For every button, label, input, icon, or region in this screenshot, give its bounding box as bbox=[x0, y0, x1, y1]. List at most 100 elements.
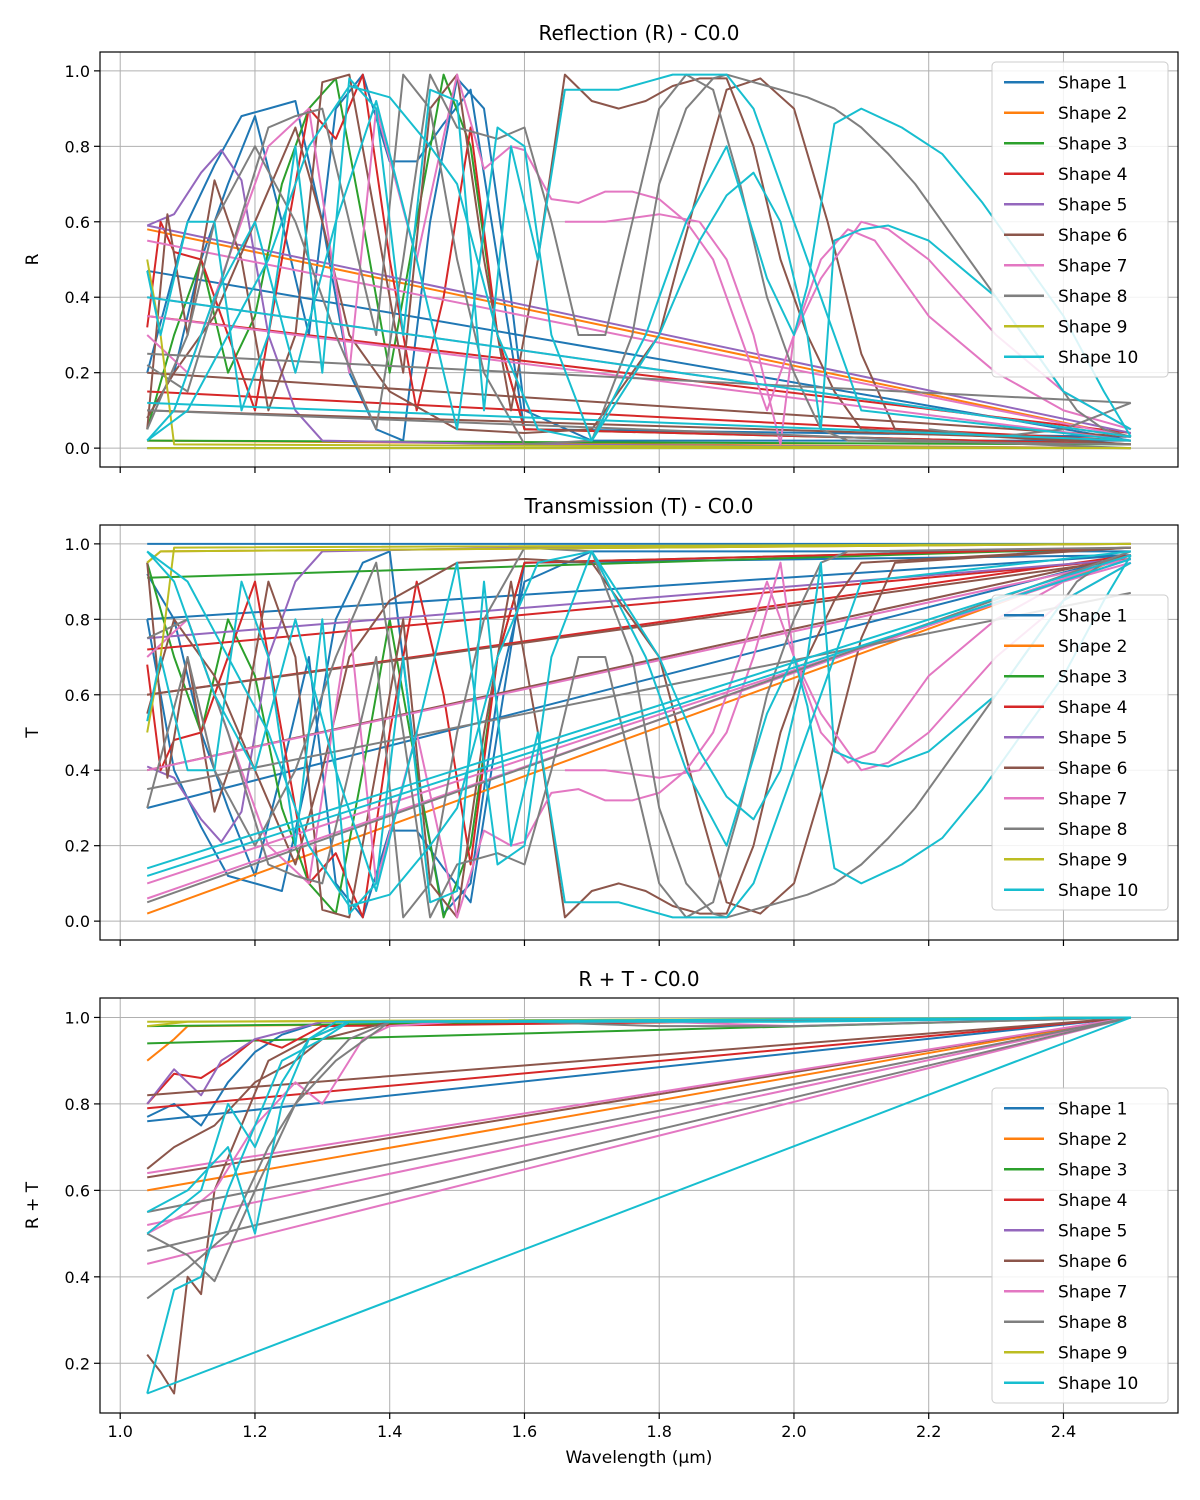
legend-entry: Shape 6 bbox=[1058, 759, 1127, 779]
x-axis-label: Wavelength (µm) bbox=[566, 1448, 713, 1468]
legend-entry: Shape 10 bbox=[1058, 348, 1138, 368]
legend-entry: Shape 10 bbox=[1058, 881, 1138, 901]
series-line-shape-2 bbox=[146, 554, 1132, 915]
legend-entry: Shape 7 bbox=[1058, 1282, 1127, 1302]
series-line-shape-7 bbox=[146, 558, 1132, 772]
series-line-shape-8 bbox=[146, 1016, 1131, 1283]
y-tick-label: 0.4 bbox=[65, 1268, 90, 1287]
x-tick-label: 1.0 bbox=[107, 1422, 132, 1441]
series-line-shape-5 bbox=[147, 558, 1131, 640]
series-line-shape-7 bbox=[146, 558, 1132, 885]
series-line-shape-10 bbox=[146, 550, 1131, 919]
series-line-shape-10 bbox=[146, 1016, 1131, 1235]
legend-entry: Shape 10 bbox=[1058, 1374, 1138, 1394]
legend-entry: Shape 4 bbox=[1058, 1191, 1127, 1211]
legend-entry: Shape 1 bbox=[1058, 1099, 1127, 1119]
series-line-shape-10 bbox=[146, 554, 1132, 870]
y-tick-label: 0.2 bbox=[65, 837, 90, 856]
y-tick-label: 0.0 bbox=[65, 439, 90, 458]
series-line-shape-7 bbox=[146, 1016, 1131, 1235]
series-line-shape-10 bbox=[146, 1016, 1131, 1235]
series-line-shape-10 bbox=[146, 1016, 1131, 1394]
legend-entry: Shape 8 bbox=[1058, 820, 1127, 840]
legend-entry: Shape 5 bbox=[1058, 728, 1127, 748]
series-line-shape-6 bbox=[146, 1016, 1131, 1170]
legend-entry: Shape 8 bbox=[1058, 1313, 1127, 1333]
series-line-shape-8 bbox=[928, 401, 1132, 438]
y-tick-label: 0.4 bbox=[65, 761, 90, 780]
x-tick-label: 1.8 bbox=[646, 1422, 671, 1441]
series-line-shape-7 bbox=[146, 1016, 1132, 1226]
series-line-shape-3 bbox=[147, 439, 1131, 446]
legend: Shape 1 Shape 2 Shape 3 Shape 4 Shape 5 Shape… bbox=[991, 61, 1169, 378]
series-line-shape-1 bbox=[147, 554, 1131, 621]
legend-entry: Shape 5 bbox=[1058, 195, 1127, 215]
series-line-shape-4 bbox=[146, 73, 1131, 446]
series-line-shape-6 bbox=[147, 371, 1131, 438]
legend: Shape 1 Shape 2 Shape 3 Shape 4 Shape 5 Shape… bbox=[991, 1087, 1169, 1404]
series-line-shape-6 bbox=[147, 1016, 1131, 1097]
legend-entry: Shape 3 bbox=[1058, 667, 1127, 687]
series-line-shape-4 bbox=[147, 558, 1131, 651]
y-tick-label: 0.2 bbox=[65, 364, 90, 383]
legend-entry: Shape 1 bbox=[1058, 606, 1127, 626]
y-tick-label: 0.8 bbox=[65, 1095, 90, 1114]
series-line-shape-9 bbox=[146, 542, 1131, 733]
y-tick-label: 0.0 bbox=[65, 912, 90, 931]
series-line-shape-10 bbox=[147, 401, 1131, 442]
series-line-shape-8 bbox=[146, 550, 1132, 904]
legend-entry: Shape 9 bbox=[1058, 317, 1127, 337]
chart-panel-1: 0.0 0.2 0.4 0.6 0.8 1.0 Reflection (R) - C0.0 R… bbox=[23, 21, 1179, 473]
series-line-shape-10 bbox=[146, 100, 1132, 442]
chart-title: Reflection (R) - C0.0 bbox=[538, 21, 739, 45]
axes-frame bbox=[99, 524, 1179, 941]
chart-panel-2: 0.0 0.2 0.4 0.6 0.8 1.0 Transmission (T) - C0.… bbox=[23, 494, 1179, 946]
series-line-shape-8 bbox=[147, 591, 1131, 791]
legend-entry: Shape 3 bbox=[1058, 134, 1127, 154]
legend-entry: Shape 9 bbox=[1058, 850, 1127, 870]
y-tick-label: 0.6 bbox=[65, 1181, 90, 1200]
series-line-shape-8 bbox=[146, 73, 1132, 446]
series-line-shape-10 bbox=[146, 550, 1132, 892]
series-group bbox=[146, 1016, 1132, 1395]
legend-entry: Shape 1 bbox=[1058, 73, 1127, 93]
legend-entry: Shape 7 bbox=[1058, 256, 1127, 276]
series-line-shape-1 bbox=[146, 554, 1132, 809]
series-line-shape-7 bbox=[146, 1016, 1132, 1265]
y-tick-label: 0.6 bbox=[65, 686, 90, 705]
y-tick-label: 0.2 bbox=[65, 1354, 90, 1373]
legend-entry: Shape 6 bbox=[1058, 226, 1127, 246]
y-tick-label: 1.0 bbox=[65, 62, 90, 81]
legend: Shape 1 Shape 2 Shape 3 Shape 4 Shape 5 Shape… bbox=[991, 594, 1169, 911]
legend-box bbox=[991, 61, 1169, 378]
series-line-shape-4 bbox=[146, 546, 1131, 919]
legend-entry: Shape 2 bbox=[1058, 1130, 1127, 1150]
series-line-shape-8 bbox=[147, 1016, 1131, 1213]
series-line-shape-10 bbox=[146, 73, 1131, 442]
series-line-shape-8 bbox=[147, 352, 1131, 404]
x-tick-label: 1.2 bbox=[242, 1422, 267, 1441]
series-line-shape-1 bbox=[147, 269, 1131, 442]
legend-entry: Shape 8 bbox=[1058, 287, 1127, 307]
series-line-shape-6 bbox=[147, 409, 1131, 442]
series-group bbox=[146, 542, 1132, 919]
legend-entry: Shape 6 bbox=[1058, 1252, 1127, 1272]
axes-frame bbox=[99, 51, 1179, 468]
legend-entry: Shape 4 bbox=[1058, 165, 1127, 185]
x-tick-label: 2.0 bbox=[781, 1422, 806, 1441]
series-line-shape-1 bbox=[147, 1016, 1131, 1123]
chart-panel-3: 1.0 1.2 1.4 1.6 1.8 2.0 2.2 2.4 0.2 0.4 0.6 0.8 1.0 R… bbox=[23, 967, 1179, 1468]
series-line-shape-8 bbox=[146, 1016, 1132, 1252]
series-line-shape-4 bbox=[147, 390, 1131, 442]
series-line-shape-7 bbox=[146, 561, 1132, 919]
axes-frame bbox=[99, 997, 1179, 1414]
y-axis-label: R bbox=[23, 253, 43, 265]
legend-entry: Shape 9 bbox=[1058, 1343, 1127, 1363]
series-line-shape-7 bbox=[146, 73, 1132, 431]
x-tick-label: 2.2 bbox=[916, 1422, 941, 1441]
series-line-shape-9 bbox=[146, 259, 1131, 450]
y-tick-label: 0.6 bbox=[65, 213, 90, 232]
series-line-shape-10 bbox=[146, 558, 1132, 877]
y-tick-label: 1.0 bbox=[65, 535, 90, 554]
